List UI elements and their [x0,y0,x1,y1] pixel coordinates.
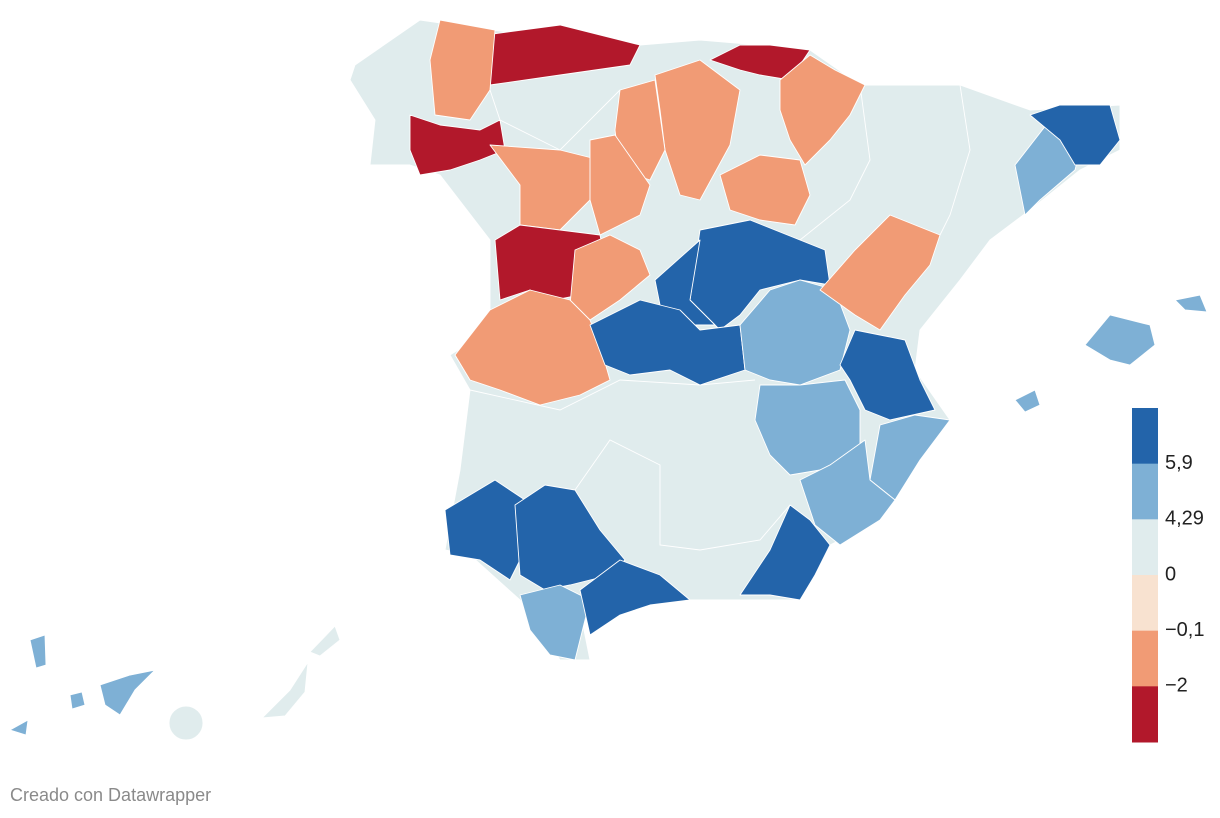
legend-swatch [1132,519,1158,576]
province [739,279,851,386]
border [469,379,756,411]
province [839,329,936,421]
border [574,439,791,551]
province [489,144,601,231]
province [779,54,866,166]
province [309,625,341,657]
province [1014,389,1041,413]
province [9,719,29,736]
province [799,439,896,546]
legend-swatch [1132,686,1158,743]
footer: Creado con Datawrapper [10,785,211,805]
province [869,414,951,501]
province [1029,104,1121,166]
province [69,691,86,710]
province [819,214,941,331]
legend-label: 4,29 [1165,508,1204,530]
province [261,661,309,719]
province [719,154,811,226]
province [579,559,691,636]
legend-label: 0 [1165,563,1176,585]
province [1084,314,1156,366]
border [799,84,871,241]
legend: 5,9 4,29 0 −0,1 −2 [1132,408,1204,743]
province [429,19,496,121]
province [519,584,591,661]
map-regions [9,19,1208,741]
border [939,84,971,236]
province [168,705,204,741]
legend-label: −2 [1165,675,1188,697]
legend-swatch [1132,630,1158,687]
province [739,504,831,601]
border [489,89,621,151]
province [99,669,156,716]
province [454,289,611,406]
province [1174,294,1208,313]
legend-label: −0,1 [1165,619,1204,641]
province [444,479,526,581]
legend-swatch [1132,408,1158,465]
province [409,114,506,176]
province [654,59,741,201]
province [29,634,47,669]
province [589,134,651,236]
legend-label: 5,9 [1165,452,1193,474]
legend-swatch [1132,575,1158,632]
legend-swatch [1132,463,1158,520]
